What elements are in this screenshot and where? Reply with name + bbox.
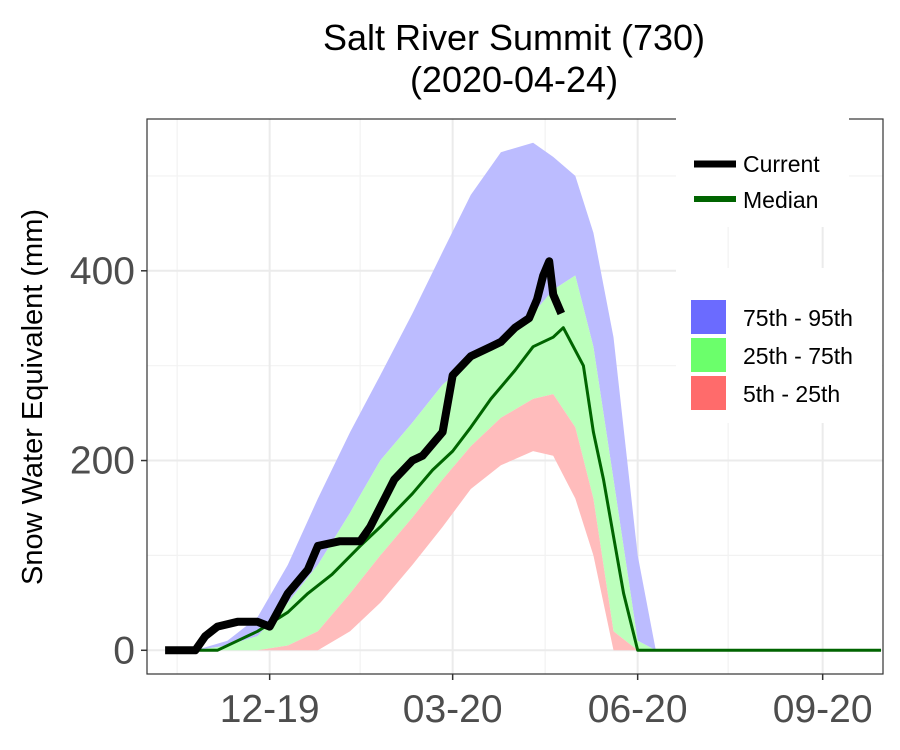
legend-band-swatch	[691, 338, 726, 372]
chart-title: Salt River Summit (730)	[323, 17, 705, 58]
plot-border	[146, 118, 884, 675]
x-tick-label: 12-19	[220, 688, 320, 731]
current-line	[165, 257, 565, 655]
legend-band-label: 75th - 95th	[743, 305, 853, 331]
series-lines	[165, 257, 881, 655]
band-5-25	[165, 394, 882, 651]
legend-band-label: 25th - 75th	[743, 343, 853, 369]
y-tick-label: 200	[70, 440, 135, 483]
legend-current-label: Current	[743, 151, 820, 177]
y-tick-label: 400	[70, 250, 135, 293]
y-axis-label: Snow Water Equivalent (mm)	[17, 209, 49, 585]
x-tick-label: 06-20	[588, 688, 688, 731]
y-tick-label: 0	[113, 629, 135, 672]
band-legend: 75th - 95th 25th - 75th 5th - 25th	[691, 300, 853, 410]
y-axis-ticks: 0 200 400	[70, 250, 147, 672]
band-25-75	[165, 275, 882, 651]
x-tick-label: 09-20	[773, 688, 873, 731]
chart-subtitle: (2020-04-24)	[410, 59, 618, 100]
legend-band-swatch	[691, 300, 726, 334]
legend-band-swatch	[691, 376, 726, 410]
legend-lines-box	[676, 117, 849, 227]
band-75-95	[165, 142, 882, 651]
percentile-bands	[165, 142, 882, 651]
median-line	[195, 326, 881, 652]
x-tick-label: 03-20	[403, 688, 503, 731]
legend-median-label: Median	[743, 187, 818, 213]
legend-band-label: 5th - 25th	[743, 381, 840, 407]
x-axis-ticks: 12-19 03-20 06-20 09-20	[220, 674, 873, 731]
